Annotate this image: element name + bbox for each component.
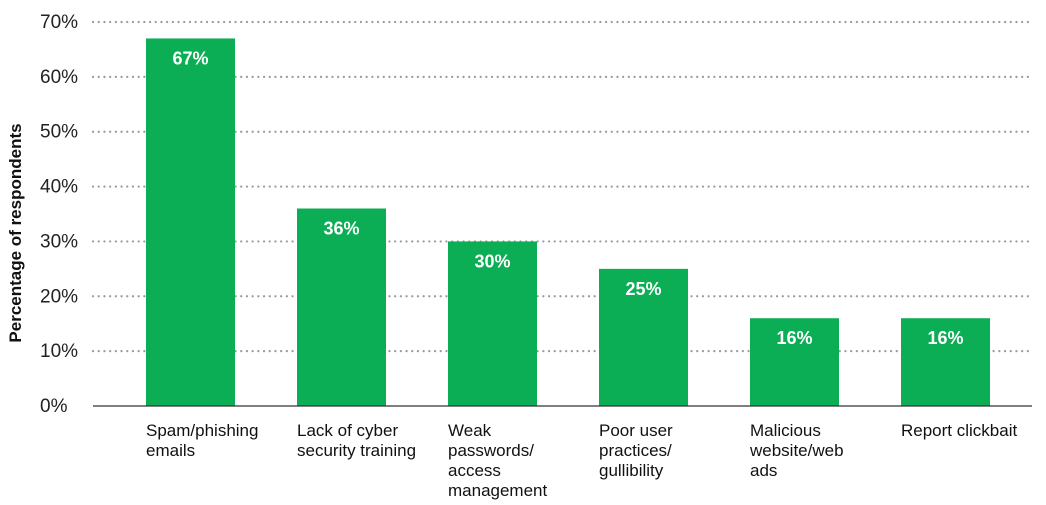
x-category-label-line: gullibility [599, 461, 664, 480]
x-category-label-line: security training [297, 441, 416, 460]
x-category-label: Poor user practices/gullibility [599, 421, 673, 480]
x-category-label-line: passwords/ [448, 441, 534, 460]
x-category-label-line: management [448, 481, 548, 500]
x-category-label: Malicious website/web ads [749, 421, 844, 480]
bar [297, 208, 386, 406]
x-category-label-line: emails [146, 441, 195, 460]
bar-value-label: 30% [474, 251, 510, 271]
x-category-label: Weak passwords/access management [448, 421, 548, 500]
y-tick-label: 70% [40, 12, 78, 33]
bar-value-label: 25% [625, 279, 661, 299]
x-category-label-line: Report clickbait [901, 421, 1017, 440]
x-category-label-line: Weak [448, 421, 492, 440]
bar [599, 268, 688, 406]
x-category-label-line: practices/ [599, 441, 672, 460]
y-tick-label: 50% [40, 122, 78, 143]
y-tick-label: 0% [40, 396, 68, 417]
y-tick-label: 10% [40, 341, 78, 362]
x-category-label-line: Lack of cyber [297, 421, 398, 440]
bar [750, 318, 839, 406]
x-category-label: Report clickbait [901, 421, 1017, 440]
x-category-label-line: Malicious [750, 421, 821, 440]
x-category-label: Spam/phishing emails [146, 421, 258, 460]
y-tick-label: 60% [40, 67, 78, 88]
x-category-label: Lack of cyber security training [297, 421, 416, 460]
bar-value-labels: 67% 36% 30% 25% 16% 16% [172, 48, 963, 348]
x-category-label-line: access [448, 461, 501, 480]
bar-value-label: 16% [776, 328, 812, 348]
bar-value-label: 67% [172, 48, 208, 68]
x-category-label-line: ads [750, 461, 777, 480]
y-tick-label: 20% [40, 286, 78, 307]
y-axis-ticks: 0% 10% 20% 30% 40% 50% 60% 70% [40, 12, 78, 417]
y-tick-label: 30% [40, 231, 78, 252]
bar [146, 38, 235, 406]
bars [146, 38, 990, 406]
x-category-label-line: Poor user [599, 421, 673, 440]
y-axis-title: Percentage of respondents [6, 123, 25, 342]
y-tick-label: 40% [40, 177, 78, 198]
category-labels: Spam/phishing emails Lack of cyber security… [146, 421, 1017, 500]
bar-value-label: 16% [927, 328, 963, 348]
bar [448, 241, 537, 406]
x-category-label-line: website/web [749, 441, 844, 460]
bar [901, 318, 990, 406]
bar-value-label: 36% [323, 219, 359, 239]
x-category-label-line: Spam/phishing [146, 421, 258, 440]
